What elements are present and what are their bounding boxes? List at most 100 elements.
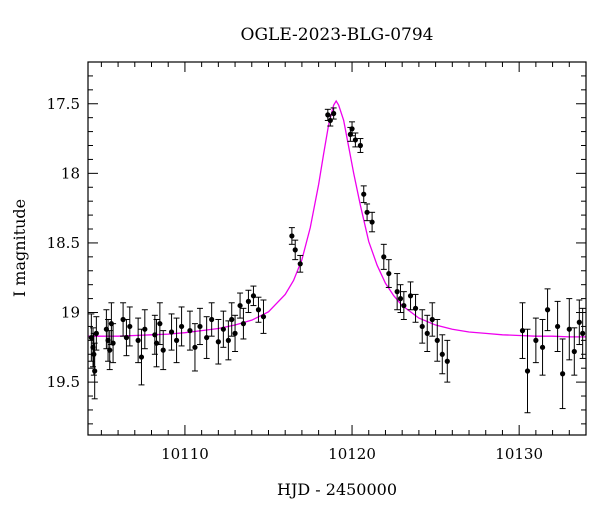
data-point-group [215, 318, 222, 365]
data-point-group [434, 318, 441, 362]
data-point [381, 254, 387, 260]
data-point-group [160, 330, 167, 371]
data-point [394, 289, 400, 295]
data-point-group [228, 302, 235, 337]
data-point-group [173, 317, 180, 364]
data-point [386, 270, 392, 277]
model-curve [88, 99, 586, 338]
data-point-group [444, 339, 451, 383]
data-point [297, 261, 303, 267]
y-tick-label: 18.5 [47, 234, 80, 252]
data-point [539, 344, 546, 350]
data-point [434, 337, 440, 343]
data-point-group [156, 302, 163, 346]
data-point [331, 110, 337, 117]
data-point [92, 368, 98, 374]
data-point [123, 334, 130, 341]
data-point [220, 326, 226, 332]
data-point-group [419, 309, 426, 344]
data-point [419, 323, 425, 330]
data-point-group [524, 328, 531, 414]
data-point [401, 302, 407, 309]
data-point [571, 348, 577, 355]
data-point [292, 247, 298, 253]
data-point [232, 330, 238, 336]
data-point-group [232, 314, 239, 352]
x-tick-label: 10120 [328, 445, 376, 463]
data-point [352, 137, 358, 143]
x-tick-label: 10110 [161, 445, 209, 463]
data-point-group [186, 310, 193, 351]
data-point-group [369, 211, 376, 233]
data-point-group [260, 299, 267, 334]
y-tick-label: 17.5 [47, 95, 80, 113]
data-point-group [539, 318, 546, 376]
data-point [250, 293, 257, 299]
data-point-group [544, 288, 551, 332]
data-point [187, 328, 193, 334]
data-point-group [394, 273, 401, 311]
data-point-group [292, 239, 299, 261]
data-point-group [357, 138, 364, 153]
data-point [566, 326, 572, 332]
data-point-group [360, 185, 367, 204]
data-point [120, 316, 126, 323]
data-point-group [385, 259, 392, 288]
data-point [173, 337, 180, 343]
data-point [424, 330, 430, 336]
data-point-group [91, 342, 98, 400]
data-point [225, 337, 231, 343]
data-point-group [288, 227, 295, 245]
data-point [580, 330, 586, 336]
data-point [576, 319, 582, 325]
data-point-group [208, 302, 215, 337]
data-point [209, 316, 215, 323]
data-point-group [255, 296, 262, 323]
y-tick-label: 19.5 [47, 373, 80, 391]
data-point [519, 328, 526, 334]
data-point [178, 323, 185, 330]
data-point-group [191, 323, 198, 372]
data-point [407, 293, 414, 299]
data-point [160, 347, 166, 353]
data-point-group [138, 328, 145, 386]
chart-title: OGLE-2023-BLG-0794 [241, 25, 434, 45]
data-point [361, 191, 367, 197]
data-point-group [380, 243, 387, 270]
data-point [260, 314, 267, 320]
data-point-group [141, 309, 148, 350]
data-point-group [554, 300, 561, 352]
data-point [229, 316, 235, 323]
data-point-group [397, 284, 404, 314]
data-point [524, 368, 531, 374]
data-point-group [579, 307, 586, 359]
data-point-group [240, 307, 247, 340]
data-point [138, 354, 145, 360]
data-point [289, 233, 295, 239]
data-layer [88, 107, 586, 414]
data-point [439, 351, 445, 357]
data-point-group [407, 281, 414, 311]
data-point-group [297, 254, 304, 273]
data-point-group [168, 313, 175, 351]
data-point [93, 330, 99, 336]
x-axis-label: HJD - 2450000 [277, 480, 397, 499]
data-point-group [330, 107, 337, 120]
data-point-group [196, 307, 203, 346]
y-tick-label: 18 [61, 164, 80, 182]
data-point-group [566, 298, 573, 361]
data-point-group [245, 289, 252, 314]
data-point-group [571, 327, 578, 376]
data-point [197, 323, 203, 330]
data-point [397, 296, 404, 302]
data-point-group [178, 306, 185, 347]
data-point-group [352, 132, 359, 148]
data-point [255, 307, 262, 313]
data-point-group [220, 310, 227, 348]
data-point [157, 321, 163, 327]
data-point [168, 329, 175, 335]
data-point-group [559, 338, 566, 410]
data-point [110, 340, 116, 346]
data-point-group [424, 314, 431, 352]
data-point [357, 142, 363, 149]
